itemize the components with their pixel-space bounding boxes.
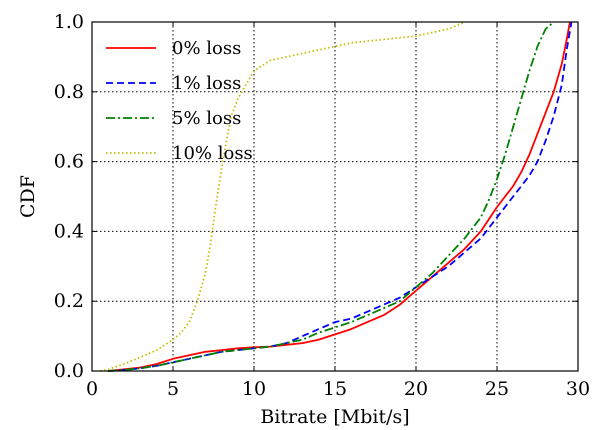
x-axis-label: Bitrate [Mbit/s]	[260, 406, 409, 428]
series-layer	[99, 21, 573, 372]
legend-label-2: 5% loss	[172, 108, 241, 129]
axis-ticks	[91, 21, 579, 372]
x-tick-label: 0	[86, 378, 98, 400]
y-axis-label: CDF	[17, 175, 39, 218]
x-tick-label: 5	[167, 378, 179, 400]
legend-label-1: 1% loss	[172, 73, 241, 94]
y-tick-label: 1.0	[54, 11, 84, 33]
legend-label-3: 10% loss	[172, 143, 253, 164]
y-tick-label: 0.0	[54, 360, 84, 382]
x-tick-label: 30	[566, 378, 590, 400]
series-line-2	[108, 21, 555, 372]
series-line-3	[99, 21, 465, 372]
y-tick-label: 0.6	[54, 151, 84, 173]
x-tick-label: 20	[404, 378, 428, 400]
x-tick-labels: 0 5 10 15 20 25 30	[86, 378, 590, 400]
y-tick-label: 0.4	[54, 220, 84, 242]
y-tick-label: 0.8	[54, 81, 84, 103]
x-tick-label: 25	[485, 378, 509, 400]
series-line-1	[108, 21, 573, 372]
series-line-0	[108, 21, 571, 372]
grid-lines	[92, 22, 578, 371]
legend: 0% loss 1% loss 5% loss 10% loss	[106, 38, 253, 164]
y-tick-labels: 0.0 0.2 0.4 0.6 0.8 1.0	[54, 11, 84, 382]
x-tick-label: 15	[323, 378, 347, 400]
x-tick-label: 10	[242, 378, 266, 400]
legend-label-0: 0% loss	[172, 38, 241, 59]
y-tick-label: 0.2	[54, 290, 84, 312]
